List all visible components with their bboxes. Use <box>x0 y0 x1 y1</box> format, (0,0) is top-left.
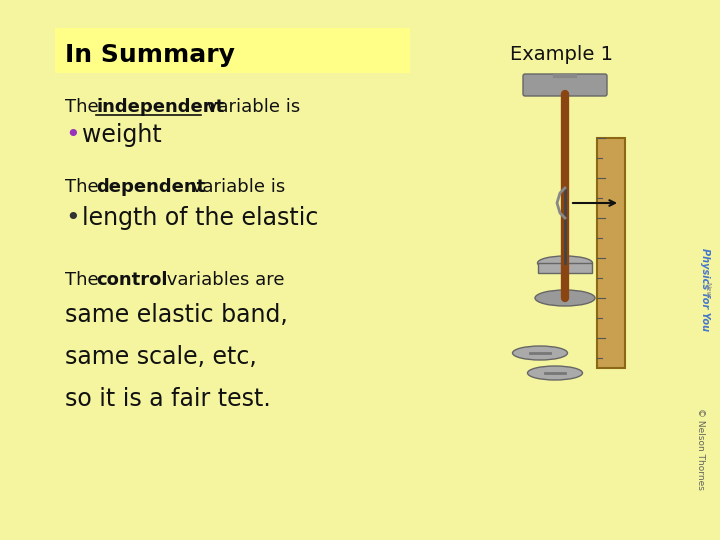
Text: In Summary: In Summary <box>65 43 235 67</box>
Text: length of the elastic: length of the elastic <box>82 206 318 230</box>
Text: The: The <box>65 271 104 289</box>
Ellipse shape <box>535 290 595 306</box>
Text: •: • <box>65 123 80 147</box>
Ellipse shape <box>528 366 582 380</box>
Text: so it is a fair test.: so it is a fair test. <box>65 387 271 411</box>
Ellipse shape <box>513 346 567 360</box>
Text: variable is: variable is <box>201 98 300 116</box>
Text: New: New <box>704 282 710 298</box>
Text: The: The <box>65 98 104 116</box>
Text: dependent: dependent <box>96 178 205 196</box>
Text: © Nelson Thornes: © Nelson Thornes <box>696 408 705 490</box>
Text: same elastic band,: same elastic band, <box>65 303 288 327</box>
Text: variables are: variables are <box>161 271 284 289</box>
FancyBboxPatch shape <box>55 28 410 73</box>
Text: Example 1: Example 1 <box>510 45 613 64</box>
FancyBboxPatch shape <box>597 138 625 368</box>
Text: weight: weight <box>82 123 162 147</box>
Text: •: • <box>65 206 80 230</box>
Text: same scale, etc,: same scale, etc, <box>65 345 257 369</box>
Text: independent: independent <box>96 98 224 116</box>
Text: control: control <box>96 271 168 289</box>
Text: The: The <box>65 178 104 196</box>
Text: variable is: variable is <box>186 178 285 196</box>
FancyBboxPatch shape <box>538 263 592 273</box>
Text: Physics for You: Physics for You <box>700 248 710 332</box>
FancyBboxPatch shape <box>523 74 607 96</box>
Ellipse shape <box>538 256 593 270</box>
